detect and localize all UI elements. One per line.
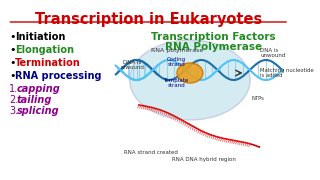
Text: 2.: 2. — [9, 95, 19, 105]
Text: RNA Polymerase: RNA Polymerase — [164, 42, 262, 52]
Text: RNA processing: RNA processing — [15, 71, 101, 81]
Text: Matching nucleotide
is added: Matching nucleotide is added — [260, 68, 314, 78]
Text: RNA polymerase: RNA polymerase — [151, 48, 203, 53]
Text: 3.: 3. — [9, 106, 18, 116]
Text: tailing: tailing — [17, 95, 52, 105]
Text: Transcription in Eukaryotes: Transcription in Eukaryotes — [35, 12, 262, 27]
Text: RNA DNA hybrid region: RNA DNA hybrid region — [172, 158, 236, 163]
Text: DNA is
rewound: DNA is rewound — [121, 60, 144, 70]
Text: Elongation: Elongation — [15, 45, 74, 55]
Text: Coding
strand: Coding strand — [166, 57, 186, 67]
Text: RNA strand created: RNA strand created — [124, 150, 178, 156]
Text: •: • — [9, 45, 16, 55]
Ellipse shape — [177, 63, 203, 83]
Ellipse shape — [130, 40, 250, 120]
Text: Template
strand: Template strand — [164, 78, 189, 88]
Text: Transcription Factors: Transcription Factors — [151, 32, 276, 42]
Text: •: • — [9, 71, 16, 81]
Text: •: • — [9, 32, 16, 42]
Text: capping: capping — [17, 84, 60, 94]
Text: NTPs: NTPs — [251, 96, 264, 100]
Text: DNA is
unwound: DNA is unwound — [260, 48, 286, 58]
Text: 1.: 1. — [9, 84, 18, 94]
Text: •: • — [9, 58, 16, 68]
Text: Termination: Termination — [15, 58, 81, 68]
Text: splicing: splicing — [17, 106, 59, 116]
Text: Initiation: Initiation — [15, 32, 65, 42]
